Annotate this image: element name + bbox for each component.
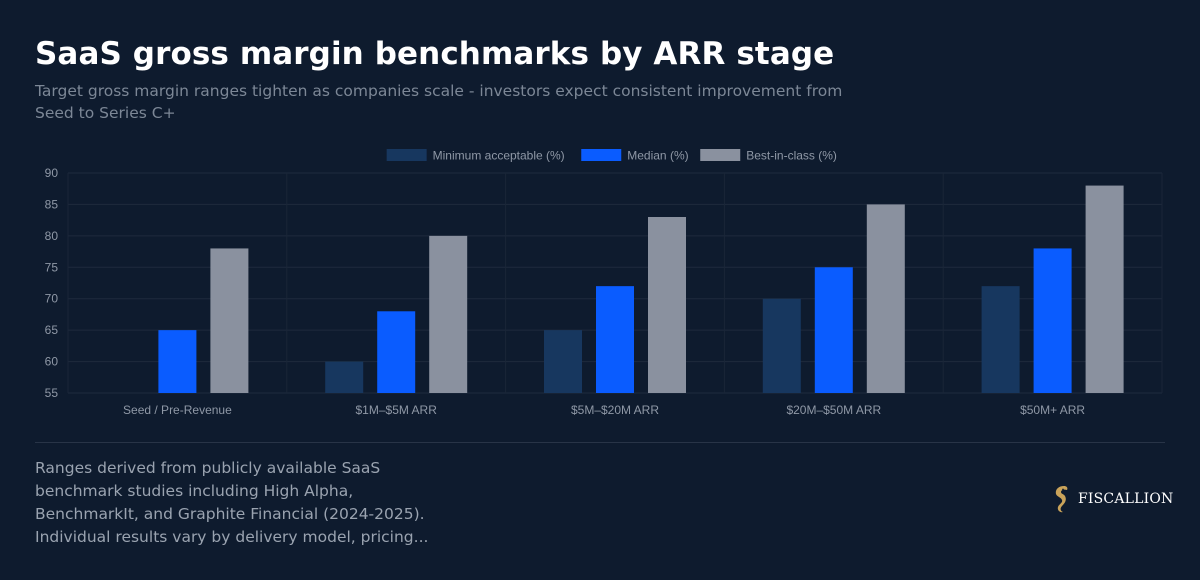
bar-best-in-class [866, 204, 905, 393]
page-title: SaaS gross margin benchmarks by ARR stag… [35, 36, 835, 72]
y-tick-label: 90 [45, 166, 59, 180]
legend-swatch [700, 149, 741, 161]
bar-median [158, 330, 197, 393]
bar-chart: Minimum acceptable (%) Median (%) Best-in-… [45, 149, 1163, 417]
y-tick-label: 70 [45, 292, 59, 306]
x-tick-label: $20M–$50M ARR [786, 403, 881, 417]
x-tick-label: Seed / Pre-Revenue [123, 403, 232, 417]
bar-minimum [544, 330, 582, 393]
y-tick-label: 55 [45, 386, 59, 400]
legend-label: Median (%) [627, 149, 688, 163]
bar-minimum [762, 298, 801, 393]
chart-grid [67, 172, 1163, 394]
legend-label: Minimum acceptable (%) [433, 149, 565, 163]
x-tick-label: $5M–$20M ARR [571, 403, 659, 417]
x-tick-label: $1M–$5M ARR [356, 403, 438, 417]
brand-logo: FISCALLION [1052, 484, 1174, 514]
y-tick-label: 85 [45, 197, 59, 211]
bar-best-in-class [1085, 185, 1124, 393]
y-tick-label: 65 [45, 323, 59, 337]
legend-label: Best-in-class (%) [746, 149, 837, 163]
chart-legend: Minimum acceptable (%) Median (%) Best-in-… [386, 149, 837, 163]
bar-median [377, 311, 416, 393]
y-tick-label: 60 [45, 355, 59, 369]
bar-best-in-class [210, 248, 249, 393]
brand-name: FISCALLION [1078, 491, 1174, 507]
x-tick-label: $50M+ ARR [1020, 403, 1085, 417]
bar-median [596, 286, 634, 393]
chart-axes: 55 60 65 70 75 80 85 90 Seed / Pre-Revenue $1M–$5… [45, 166, 1086, 417]
seahorse-logo-icon [1055, 486, 1068, 513]
y-tick-label: 75 [45, 260, 59, 274]
bar-minimum [981, 286, 1020, 393]
footnote: Ranges derived from publicly available S… [35, 459, 429, 546]
legend-swatch [581, 149, 622, 161]
bar-median [1033, 248, 1072, 393]
legend-swatch [386, 149, 427, 161]
bar-median [814, 267, 853, 393]
page-subtitle: Target gross margin ranges tighten as co… [35, 82, 843, 122]
bar-best-in-class [648, 217, 686, 393]
footer-divider [35, 442, 1165, 443]
y-tick-label: 80 [45, 229, 59, 243]
bar-minimum [325, 361, 364, 393]
chart-bars [158, 185, 1124, 393]
bar-best-in-class [429, 235, 468, 393]
